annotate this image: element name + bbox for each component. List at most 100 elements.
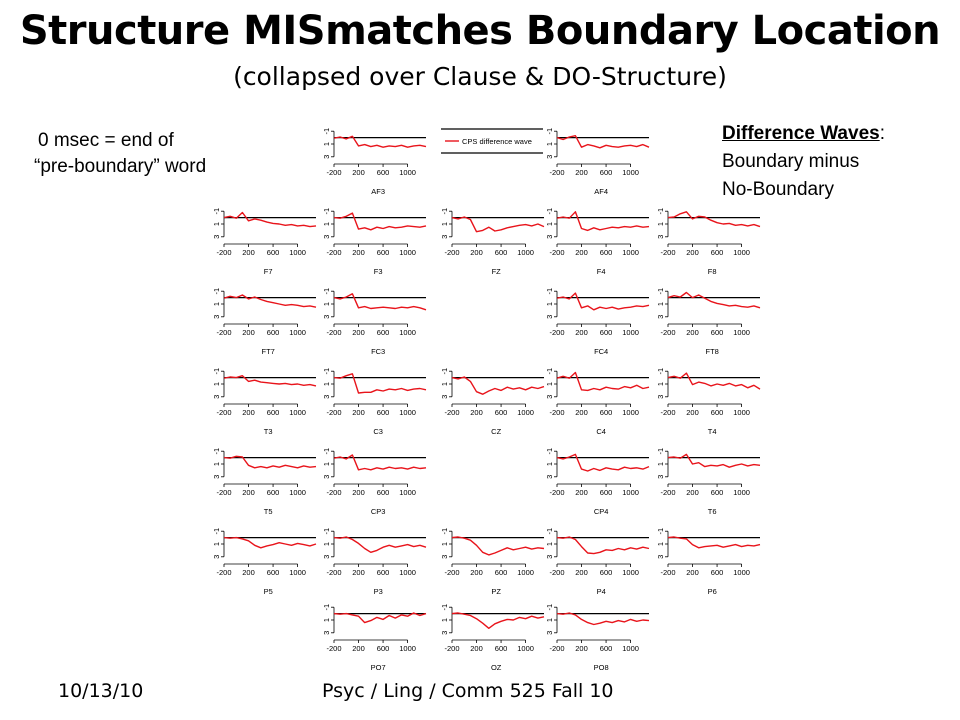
y-tick-label: -1 — [656, 208, 665, 215]
y-tick-label: 1 — [656, 302, 665, 306]
x-tick-label: 600 — [600, 168, 613, 177]
x-tick-label: 200 — [575, 408, 588, 417]
x-tick-label: 200 — [686, 248, 699, 257]
panel-po7: -1 1 3 -200 200 600 1000 PO7 — [322, 604, 427, 672]
x-tick-label: 200 — [242, 568, 255, 577]
x-tick-label: 200 — [575, 644, 588, 653]
y-tick-label: 3 — [545, 555, 554, 559]
x-tick-label: 1000 — [733, 488, 750, 497]
electrode-label: AF4 — [594, 187, 608, 196]
electrode-label: PO8 — [594, 663, 609, 672]
y-tick-label: -1 — [440, 368, 449, 375]
x-tick-label: -200 — [549, 488, 564, 497]
x-tick-label: 200 — [242, 408, 255, 417]
panel-p5: -1 1 3 -200 200 600 1000 P5 — [212, 528, 317, 596]
difference-wave-line — [556, 292, 650, 311]
x-tick-label: -200 — [660, 328, 675, 337]
y-tick-label: 3 — [656, 315, 665, 319]
y-tick-label: 1 — [212, 542, 221, 546]
x-tick-label: 600 — [377, 248, 390, 257]
panel-t3: -1 1 3 -200 200 600 1000 T3 — [212, 368, 317, 436]
x-tick-label: 600 — [711, 488, 724, 497]
panel-t6: -1 1 3 -200 200 600 1000 T6 — [656, 448, 761, 516]
difference-wave-line — [223, 455, 317, 469]
panel-c4: -1 1 3 -200 200 600 1000 C4 — [545, 368, 650, 436]
x-tick-label: 200 — [352, 408, 365, 417]
x-tick-label: 600 — [267, 328, 280, 337]
y-tick-label: 1 — [322, 542, 331, 546]
y-tick-label: -1 — [545, 604, 554, 611]
difference-wave-line — [556, 134, 650, 149]
y-tick-label: 3 — [322, 155, 331, 159]
difference-wave-line — [333, 536, 427, 553]
electrode-label: FT8 — [705, 347, 718, 356]
panel-af4: -1 1 3 -200 200 600 1000 AF4 — [545, 128, 650, 196]
difference-wave-line — [451, 216, 545, 233]
y-tick-label: -1 — [545, 528, 554, 535]
difference-wave-line — [333, 454, 427, 471]
y-tick-label: -1 — [545, 368, 554, 375]
x-tick-label: 600 — [267, 488, 280, 497]
y-tick-label: 1 — [545, 542, 554, 546]
y-tick-label: -1 — [322, 128, 331, 135]
y-tick-label: -1 — [440, 208, 449, 215]
electrode-label: FC4 — [594, 347, 608, 356]
difference-wave-line — [667, 372, 761, 390]
x-tick-label: 1000 — [399, 568, 416, 577]
x-tick-label: 1000 — [517, 408, 534, 417]
difference-wave-line — [223, 375, 317, 387]
x-tick-label: 600 — [495, 248, 508, 257]
difference-wave-line — [667, 291, 761, 309]
panel-fz: -1 1 3 -200 200 600 1000 FZ — [440, 208, 545, 276]
difference-wave-line — [333, 135, 427, 148]
x-tick-label: 1000 — [517, 568, 534, 577]
y-tick-label: 1 — [656, 542, 665, 546]
panel-f8: -1 1 3 -200 200 600 1000 F8 — [656, 208, 761, 276]
y-tick-label: 1 — [322, 302, 331, 306]
x-tick-label: 600 — [267, 568, 280, 577]
time-zero-note-line2: “pre-boundary” word — [34, 156, 207, 177]
y-tick-label: -1 — [322, 368, 331, 375]
x-tick-label: 1000 — [289, 488, 306, 497]
y-tick-label: 1 — [322, 142, 331, 146]
difference-wave-line — [333, 373, 427, 394]
x-tick-label: 200 — [686, 328, 699, 337]
x-tick-label: -200 — [216, 568, 231, 577]
panel-f4: -1 1 3 -200 200 600 1000 F4 — [545, 208, 650, 276]
x-tick-label: 200 — [352, 168, 365, 177]
y-tick-label: 3 — [322, 235, 331, 239]
difference-waves-note: Difference Waves: Boundary minus No-Boun… — [722, 120, 957, 204]
y-tick-label: -1 — [322, 604, 331, 611]
x-tick-label: 200 — [352, 568, 365, 577]
x-tick-label: -200 — [444, 408, 459, 417]
y-tick-label: -1 — [212, 368, 221, 375]
y-tick-label: 3 — [545, 235, 554, 239]
x-tick-label: -200 — [216, 488, 231, 497]
y-tick-label: -1 — [656, 528, 665, 535]
x-tick-label: 200 — [686, 568, 699, 577]
x-tick-label: 600 — [377, 488, 390, 497]
y-tick-label: 3 — [212, 315, 221, 319]
electrode-label: P4 — [597, 587, 606, 596]
y-tick-label: -1 — [212, 288, 221, 295]
difference-wave-line — [333, 212, 427, 231]
x-tick-label: 600 — [377, 168, 390, 177]
x-tick-label: 200 — [575, 328, 588, 337]
x-tick-label: 600 — [495, 644, 508, 653]
difference-waves-line3: No-Boundary — [722, 179, 834, 200]
time-zero-note: 0 msec = end of “pre-boundary” word — [34, 128, 278, 180]
x-tick-label: 600 — [711, 408, 724, 417]
panel-cp4: -1 1 3 -200 200 600 1000 CP4 — [545, 448, 650, 516]
x-tick-label: 600 — [377, 408, 390, 417]
electrode-label: C4 — [596, 427, 606, 436]
electrode-label: F7 — [264, 267, 273, 276]
electrode-label: P6 — [708, 587, 717, 596]
x-tick-label: -200 — [549, 644, 564, 653]
x-tick-label: 1000 — [622, 644, 639, 653]
panel-f7: -1 1 3 -200 200 600 1000 F7 — [212, 208, 317, 276]
x-tick-label: 600 — [495, 568, 508, 577]
panel-pz: -1 1 3 -200 200 600 1000 PZ — [440, 528, 545, 596]
panel-p4: -1 1 3 -200 200 600 1000 P4 — [545, 528, 650, 596]
electrode-label: FC3 — [371, 347, 385, 356]
electrode-label: CP4 — [594, 507, 609, 516]
